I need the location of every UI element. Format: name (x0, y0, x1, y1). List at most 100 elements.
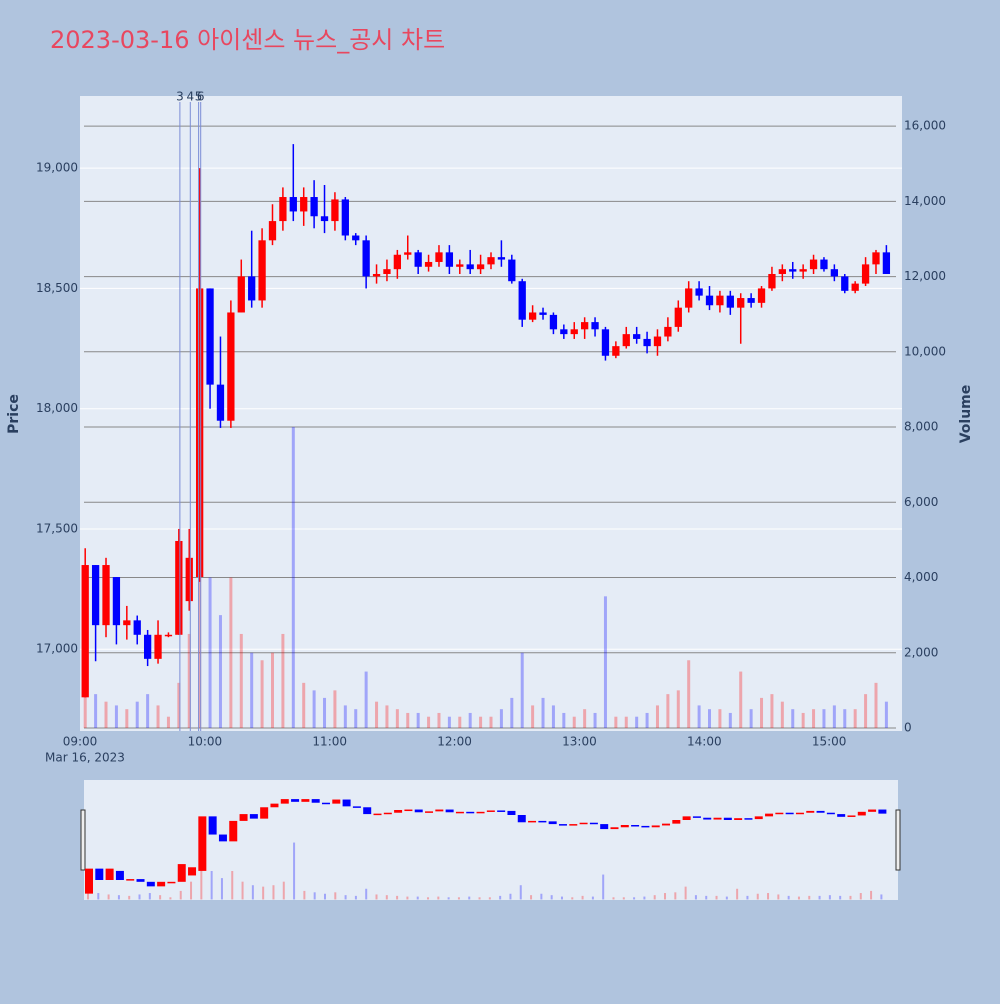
mini-candle (321, 802, 330, 805)
mini-candle (332, 799, 341, 804)
candle-body (549, 314, 558, 330)
mini-volume-bar (293, 842, 296, 900)
volume-bar (749, 709, 753, 728)
volume-bar (479, 716, 483, 728)
candle-body (737, 298, 745, 308)
candle-body (164, 634, 173, 637)
mini-candle (311, 799, 320, 803)
mini-candle (260, 807, 269, 819)
mini-candle (218, 834, 227, 842)
mini-volume-bar (87, 888, 89, 900)
volume-bar (281, 633, 285, 728)
y2-tick-label: 8,000 (904, 420, 938, 434)
mini-volume-bar (715, 895, 718, 900)
mini-volume-bar (612, 897, 615, 900)
candle-body (643, 338, 651, 347)
volume-bar (187, 633, 191, 728)
range-handle[interactable] (80, 809, 86, 871)
mini-candle (342, 799, 351, 807)
chart-title: 2023-03-16 아이센스 뉴스_공시 차트 (50, 26, 445, 54)
mini-candle (177, 864, 186, 882)
candle-body (185, 557, 193, 602)
y2-tick-label: 10,000 (904, 344, 946, 358)
volume-bar (739, 671, 743, 728)
mini-candle (600, 824, 609, 830)
volume-bar (832, 705, 836, 728)
candle-body (809, 259, 818, 270)
mini-volume-bar (581, 895, 584, 900)
volume-bar (354, 709, 358, 728)
volume-bar (624, 716, 628, 728)
mini-volume-bar (406, 896, 409, 900)
volume-bar (489, 716, 493, 728)
candle-body (539, 312, 547, 315)
mini-volume-bar (220, 878, 223, 900)
candle-body (633, 334, 641, 339)
mini-volume-bar (808, 895, 811, 900)
candle-body (216, 384, 225, 421)
candle-body (768, 273, 776, 289)
volume-bar (302, 682, 306, 728)
mini-volume-bar (313, 892, 316, 900)
mini-volume-bar (262, 886, 265, 900)
mini-candle (692, 816, 701, 818)
candle-body (206, 288, 214, 385)
mini-candle (208, 816, 217, 835)
volume-bar (791, 709, 795, 728)
candle-body (320, 216, 329, 222)
mini-candle (383, 812, 392, 815)
mini-volume-bar (344, 895, 347, 900)
candle-body (341, 199, 349, 236)
news-marker-label: 4 (186, 90, 194, 104)
news-marker-label: 6 (197, 90, 205, 104)
mini-volume-bar (488, 897, 491, 900)
mini-candle (126, 879, 135, 881)
mini-volume-bar (767, 893, 770, 900)
mini-candle (167, 881, 176, 884)
candle-body (841, 276, 849, 291)
volume-bar (583, 709, 587, 728)
candle-body (102, 565, 110, 626)
mini-volume-bar (128, 895, 131, 900)
mini-candle (115, 870, 124, 880)
mini-candle (445, 809, 454, 813)
candle-body (456, 264, 464, 267)
candle-body (601, 329, 610, 356)
mini-volume-bar (705, 895, 708, 900)
y2-tick-label: 14,000 (904, 194, 946, 208)
mini-volume-bar (499, 895, 502, 900)
mini-volume-bar (828, 895, 831, 900)
candle-body (882, 252, 891, 274)
mini-candle (662, 823, 671, 826)
volume-bar (697, 705, 701, 728)
mini-volume-bar (880, 894, 883, 900)
volume-bar (323, 697, 327, 728)
candle-body (497, 257, 506, 260)
candle-body (872, 252, 880, 265)
y2-tick-label: 6,000 (904, 495, 938, 509)
candle-body (289, 197, 297, 212)
mini-volume-bar (159, 895, 162, 900)
volume-bar (156, 705, 160, 728)
volume-bar (395, 709, 399, 728)
mini-candle (765, 813, 774, 817)
volume-bar (687, 660, 691, 728)
volume-bar (728, 712, 732, 728)
mini-candle (548, 821, 557, 825)
candle-body (528, 312, 537, 320)
y2-tick-label: 16,000 (904, 119, 946, 133)
range-handle[interactable] (895, 809, 901, 871)
candle-body (383, 269, 391, 274)
volume-bar (198, 502, 202, 728)
y2-tick-label: 2,000 (904, 645, 938, 659)
mini-candle (713, 817, 722, 820)
mini-candle (734, 818, 743, 820)
candle-body (685, 288, 693, 308)
mini-candle (723, 817, 732, 820)
mini-candle (837, 814, 846, 817)
candle-body (237, 276, 245, 313)
mini-candle (352, 806, 361, 808)
volume-bar (853, 709, 857, 728)
mini-candle (455, 811, 464, 814)
candle-body (352, 235, 360, 241)
